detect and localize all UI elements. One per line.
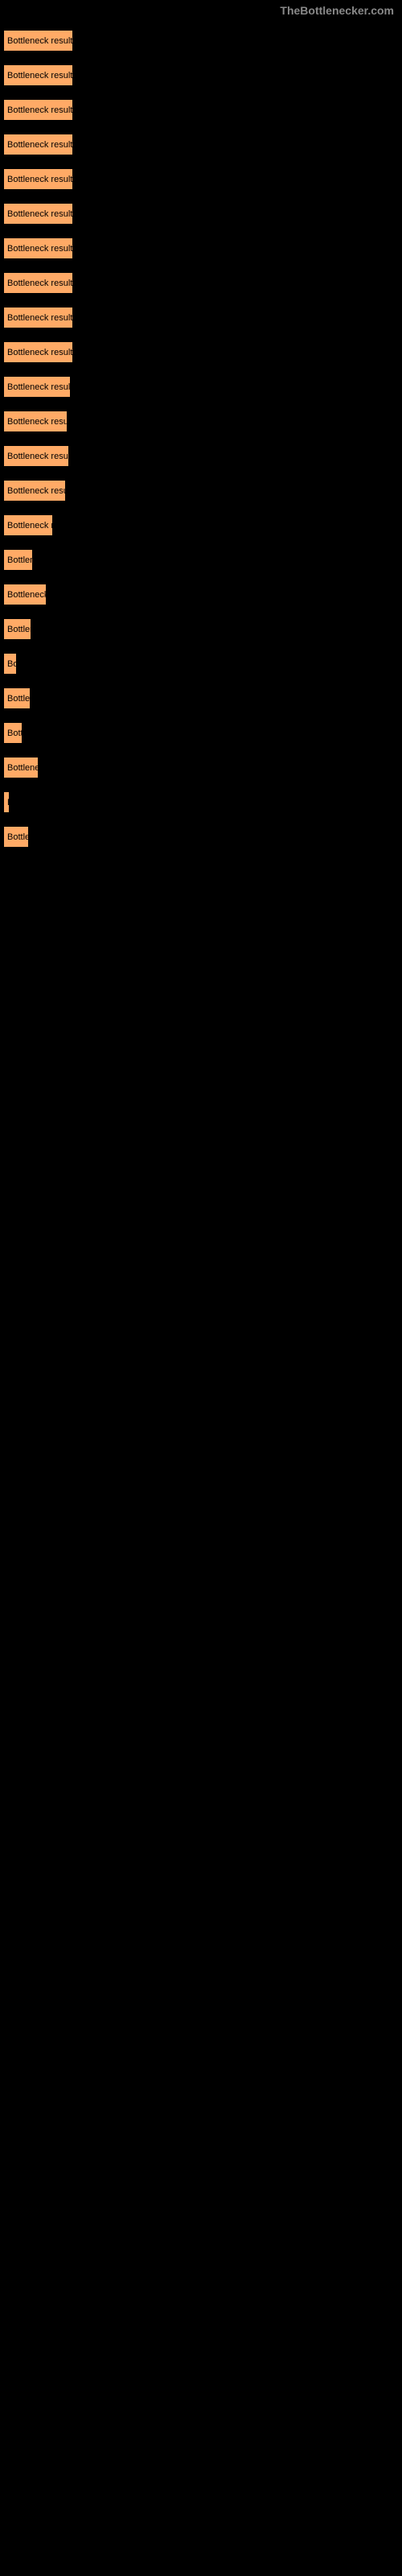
bar-row: Bottleneck result (4, 31, 398, 51)
bar-row: Bottleneck result (4, 204, 398, 224)
bar-row: Bottleneck result (4, 827, 398, 847)
bar-label: Bottleneck result (7, 486, 65, 496)
bar: Bottleneck result (4, 65, 72, 85)
bar-row: Bottleneck result (4, 238, 398, 258)
header: TheBottlenecker.com (0, 0, 402, 23)
bar-row: Bottleneck result (4, 619, 398, 639)
bar-row: Bottleneck result (4, 481, 398, 501)
bar-row: Bottleneck result (4, 273, 398, 293)
bar: Bottleneck result (4, 792, 9, 812)
bar-row: Bottleneck result (4, 550, 398, 570)
bar-row: Bottleneck result (4, 584, 398, 605)
bar-label: Bottleneck result (7, 140, 72, 150)
bar: Bottleneck result (4, 550, 32, 570)
bar-row: Bottleneck result (4, 342, 398, 362)
bar-row: Bottleneck result (4, 758, 398, 778)
bar-chart: Bottleneck result Bottleneck result Bottle… (0, 23, 402, 869)
bar: Bottleneck result (4, 377, 70, 397)
bar-row: Bottleneck result (4, 792, 398, 812)
bar: Bottleneck result (4, 411, 67, 431)
bar: Bottleneck result (4, 584, 46, 605)
bar-row: Bottleneck result (4, 446, 398, 466)
bar-label: Bottleneck result (7, 244, 72, 254)
bar-label: Bottleneck result (7, 798, 9, 807)
bar-label: Bottleneck result (7, 71, 72, 80)
bar-row: Bottleneck result (4, 515, 398, 535)
bar: Bottleneck result (4, 342, 72, 362)
bar-row: Bottleneck result (4, 377, 398, 397)
bar-row: Bottleneck result (4, 169, 398, 189)
bar-label: Bottleneck result (7, 279, 72, 288)
bar: Bottleneck result (4, 446, 68, 466)
bar: Bottleneck result (4, 238, 72, 258)
bar-label: Bottleneck result (7, 832, 28, 842)
bar: Bottleneck result (4, 758, 38, 778)
bar: Bottleneck result (4, 169, 72, 189)
bar-label: Bottleneck result (7, 209, 72, 219)
bar-label: Bottleneck result (7, 175, 72, 184)
bar-label: Bottleneck result (7, 521, 52, 530)
bar-label: Bottleneck result (7, 417, 67, 427)
bar-label: Bottleneck result (7, 659, 16, 669)
bar-row: Bottleneck result (4, 65, 398, 85)
bar-label: Bottleneck result (7, 36, 72, 46)
bar-label: Bottleneck result (7, 348, 72, 357)
bar: Bottleneck result (4, 308, 72, 328)
bar-label: Bottleneck result (7, 313, 72, 323)
bar-label: Bottleneck result (7, 729, 22, 738)
bar-row: Bottleneck result (4, 723, 398, 743)
bar-label: Bottleneck result (7, 382, 70, 392)
bar-row: Bottleneck result (4, 100, 398, 120)
header-brand-text: TheBottlenecker.com (280, 4, 394, 17)
bar: Bottleneck result (4, 134, 72, 155)
bar-row: Bottleneck result (4, 134, 398, 155)
bar: Bottleneck result (4, 515, 52, 535)
bar: Bottleneck result (4, 100, 72, 120)
bar: Bottleneck result (4, 31, 72, 51)
bar-label: Bottleneck result (7, 763, 38, 773)
bar-row: Bottleneck result (4, 308, 398, 328)
bar: Bottleneck result (4, 827, 28, 847)
bar-label: Bottleneck result (7, 555, 32, 565)
bar-label: Bottleneck result (7, 590, 46, 600)
bar: Bottleneck result (4, 723, 22, 743)
bar-label: Bottleneck result (7, 452, 68, 461)
bar-label: Bottleneck result (7, 625, 31, 634)
bar-row: Bottleneck result (4, 411, 398, 431)
bar: Bottleneck result (4, 481, 65, 501)
bar: Bottleneck result (4, 273, 72, 293)
bar: Bottleneck result (4, 619, 31, 639)
bar: Bottleneck result (4, 204, 72, 224)
bar-row: Bottleneck result (4, 688, 398, 708)
bar-row: Bottleneck result (4, 654, 398, 674)
bar: Bottleneck result (4, 688, 30, 708)
bar-label: Bottleneck result (7, 694, 30, 704)
bar: Bottleneck result (4, 654, 16, 674)
bar-label: Bottleneck result (7, 105, 72, 115)
